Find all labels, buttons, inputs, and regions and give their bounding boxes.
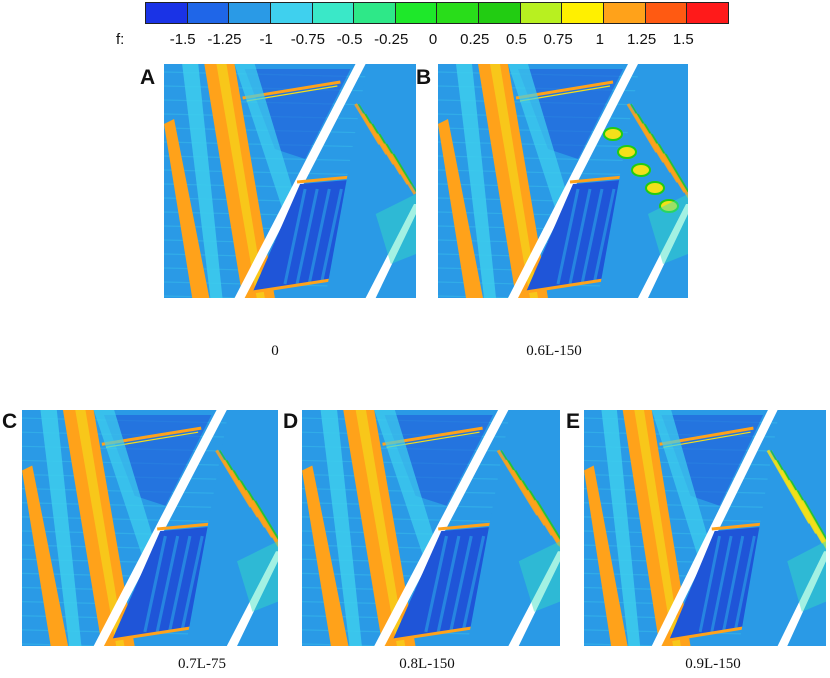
panel-letter-d: D: [283, 410, 299, 433]
colorbar-swatch: [312, 3, 355, 23]
contour-panel-d: [302, 410, 560, 646]
caption-e: 0.9L-150: [685, 656, 741, 672]
colorbar-tick-label: 0: [428, 31, 438, 48]
panel-letter-e: E: [566, 410, 581, 433]
caption-c: 0.7L-75: [178, 656, 226, 672]
colorbar-tick-label: -0.5: [336, 31, 363, 48]
colorbar-label: f:: [116, 31, 125, 48]
colorbar-tick-label: -0.75: [290, 31, 325, 48]
colorbar-swatch: [604, 3, 646, 23]
colorbar-tick-label: 1: [595, 31, 605, 48]
caption-d: 0.8L-150: [399, 656, 455, 672]
colorbar-swatch: [687, 3, 728, 23]
colorbar-swatch: [146, 3, 188, 23]
colorbar-tick-label: 0.5: [505, 31, 527, 48]
colorbar-tick-label: -0.25: [374, 31, 409, 48]
contour-panel-c: [22, 410, 278, 646]
contour-panel-a: [164, 64, 416, 298]
colorbar-swatch: [354, 3, 396, 23]
colorbar-swatch: [187, 3, 230, 23]
contour-panel-e: [584, 410, 826, 646]
panel-letter-c: C: [2, 410, 18, 433]
panel-letter-a: A: [140, 66, 156, 89]
caption-a: 0: [271, 343, 279, 359]
contour-panel-b: [438, 64, 688, 298]
colorbar-swatch: [520, 3, 563, 23]
colorbar-swatch: [562, 3, 605, 23]
panel-letter-b: B: [416, 66, 432, 89]
colorbar-tick-label: -1.25: [207, 31, 242, 48]
colorbar-tick-label: -1: [259, 31, 273, 48]
colorbar-tick-label: 0.25: [460, 31, 490, 48]
colorbar-tick-label: -1.5: [169, 31, 196, 48]
colorbar-tick-label: 1.25: [626, 31, 657, 48]
colorbar-tick-label: 0.75: [543, 31, 573, 48]
colorbar-swatch: [395, 3, 438, 23]
colorbar-swatch: [479, 3, 521, 23]
caption-b: 0.6L-150: [526, 343, 582, 359]
colorbar-swatch: [645, 3, 688, 23]
colorbar-swatch: [270, 3, 313, 23]
colorbar: [145, 2, 729, 24]
colorbar-swatch: [229, 3, 271, 23]
colorbar-tick-label: 1.5: [672, 31, 694, 48]
colorbar-swatch: [437, 3, 480, 23]
